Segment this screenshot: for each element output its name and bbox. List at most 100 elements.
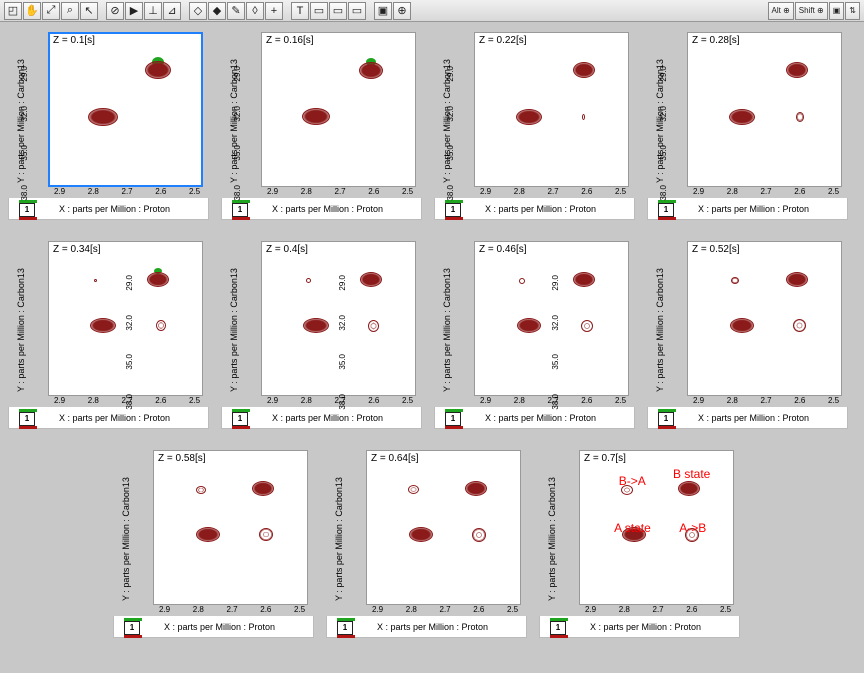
- toolbar-btn-14[interactable]: ◊: [246, 2, 264, 20]
- contour-peak: [306, 278, 311, 283]
- contour-peak: [573, 272, 595, 287]
- x-tick: 2.6: [794, 396, 805, 405]
- toolbar-btn-23[interactable]: ⊕: [393, 2, 411, 20]
- spectrum-panel-0[interactable]: Y : parts per Million : Carbon13Z = 0.1[…: [8, 28, 209, 223]
- toolbar-btn-12[interactable]: ◆: [208, 2, 226, 20]
- toolbar-btn-19[interactable]: ▭: [329, 2, 347, 20]
- x-tick: 2.7: [122, 187, 133, 196]
- contour-peak: [303, 318, 329, 333]
- x-tick: 2.6: [368, 396, 379, 405]
- slice-index-box[interactable]: 1: [445, 412, 461, 426]
- y-tick: 38.0: [233, 185, 242, 374]
- x-tick: 2.7: [227, 605, 238, 614]
- spectrum-panel-7[interactable]: Y : parts per Million : Carbon13Z = 0.52…: [647, 237, 848, 432]
- toolbar-right-btn-2[interactable]: ▣: [829, 2, 845, 20]
- toolbar-btn-9[interactable]: ⊿: [163, 2, 181, 20]
- x-tick: 2.8: [301, 187, 312, 196]
- contour-peak: [519, 278, 525, 284]
- x-tick: 2.5: [189, 187, 200, 196]
- x-tick: 2.7: [335, 187, 346, 196]
- plot-area[interactable]: Z = 0.58[s]: [153, 450, 308, 605]
- toolbar-btn-4[interactable]: ↖: [80, 2, 98, 20]
- x-axis-label: X : parts per Million : Proton: [485, 413, 596, 423]
- spectrum-panel-6[interactable]: Y : parts per Million : Carbon13Z = 0.46…: [434, 237, 635, 432]
- spectrum-panel-10[interactable]: Y : parts per Million : Carbon13Z = 0.7[…: [539, 446, 740, 641]
- toolbar-btn-7[interactable]: ▶: [125, 2, 143, 20]
- toolbar-right-btn-3[interactable]: ⇅: [845, 2, 860, 20]
- x-axis-label: X : parts per Million : Proton: [590, 622, 701, 632]
- spectrum-panel-1[interactable]: Y : parts per Million : Carbon13Z = 0.16…: [221, 28, 422, 223]
- plot-area[interactable]: Z = 0.1[s]: [48, 32, 203, 187]
- axis-footer: 1 X : parts per Million : Proton: [539, 616, 740, 638]
- contour-peak: [581, 320, 593, 332]
- x-tick: 2.7: [440, 605, 451, 614]
- slice-index-box[interactable]: 1: [337, 621, 353, 635]
- contour-peak: [302, 108, 330, 125]
- spectrum-panel-4[interactable]: Y : parts per Million : Carbon13Z = 0.34…: [8, 237, 209, 432]
- annotation-label: A->B: [679, 521, 706, 535]
- x-tick: 2.6: [794, 187, 805, 196]
- contour-peak: [729, 109, 755, 125]
- z-label: Z = 0.7[s]: [584, 453, 626, 464]
- contour-peak: [156, 320, 166, 331]
- contour-peak: [90, 318, 116, 333]
- plot-area[interactable]: Z = 0.28[s]: [687, 32, 842, 187]
- x-axis-label: X : parts per Million : Proton: [272, 204, 383, 214]
- x-axis-label: X : parts per Million : Proton: [377, 622, 488, 632]
- toolbar-btn-3[interactable]: ⌕: [61, 2, 79, 20]
- slice-index-box[interactable]: 1: [19, 412, 35, 426]
- spectrum-panel-5[interactable]: Y : parts per Million : Carbon13Z = 0.4[…: [221, 237, 422, 432]
- toolbar-btn-20[interactable]: ▭: [348, 2, 366, 20]
- toolbar-btn-22[interactable]: ▣: [374, 2, 392, 20]
- toolbar-btn-15[interactable]: +: [265, 2, 283, 20]
- spectrum-panel-9[interactable]: Y : parts per Million : Carbon13Z = 0.64…: [326, 446, 527, 641]
- contour-peak: [582, 114, 585, 120]
- x-tick: 2.5: [507, 605, 518, 614]
- slice-index-box[interactable]: 1: [550, 621, 566, 635]
- x-tick: 2.9: [159, 605, 170, 614]
- contour-peak: [408, 485, 419, 494]
- toolbar-right-btn-0[interactable]: Alt ⊕: [768, 2, 794, 20]
- spectrum-panel-8[interactable]: Y : parts per Million : Carbon13Z = 0.58…: [113, 446, 314, 641]
- x-tick: 2.5: [615, 396, 626, 405]
- contour-peak: [517, 318, 541, 333]
- x-tick: 2.9: [480, 187, 491, 196]
- x-tick: 2.8: [727, 396, 738, 405]
- spectrum-panel-2[interactable]: Y : parts per Million : Carbon13Z = 0.22…: [434, 28, 635, 223]
- contour-peak: [796, 112, 804, 122]
- x-tick: 2.9: [372, 605, 383, 614]
- axis-footer: 1X : parts per Million : Proton: [434, 198, 635, 220]
- spectrum-panel-3[interactable]: Y : parts per Million : Carbon13Z = 0.28…: [647, 28, 848, 223]
- x-tick: 2.9: [267, 396, 278, 405]
- x-tick: 2.9: [267, 187, 278, 196]
- y-tick: 38.0: [659, 185, 668, 374]
- z-label: Z = 0.46[s]: [479, 244, 527, 255]
- toolbar-btn-18[interactable]: ▭: [310, 2, 328, 20]
- toolbar-btn-11[interactable]: ◇: [189, 2, 207, 20]
- axis-footer: 1X : parts per Million : Proton: [221, 198, 422, 220]
- plot-area[interactable]: Z = 0.64[s]: [366, 450, 521, 605]
- z-label: Z = 0.16[s]: [266, 35, 314, 46]
- x-tick: 2.5: [828, 187, 839, 196]
- contour-peak: [259, 528, 273, 541]
- toolbar-right-btn-1[interactable]: Shift ⊕: [795, 2, 828, 20]
- contour-peak: [88, 108, 118, 126]
- x-tick: 2.8: [88, 396, 99, 405]
- contour-peak: [786, 62, 808, 78]
- plot-area[interactable]: Z = 0.16[s]: [261, 32, 416, 187]
- x-tick: 2.9: [693, 396, 704, 405]
- x-tick: 2.6: [155, 187, 166, 196]
- slice-index-box[interactable]: 1: [232, 412, 248, 426]
- contour-peak: [731, 277, 739, 284]
- plot-area[interactable]: Z = 0.52[s]: [687, 241, 842, 396]
- toolbar-btn-6[interactable]: ⊘: [106, 2, 124, 20]
- toolbar-btn-2[interactable]: ⤢: [42, 2, 60, 20]
- slice-index-box[interactable]: 1: [124, 621, 140, 635]
- toolbar-btn-17[interactable]: T: [291, 2, 309, 20]
- slice-index-box[interactable]: 1: [658, 412, 674, 426]
- contour-peak: [793, 319, 806, 332]
- plot-area[interactable]: Z = 0.22[s]: [474, 32, 629, 187]
- x-tick: 2.5: [294, 605, 305, 614]
- plot-area[interactable]: Z = 0.7[s]B->AB stateA stateA->B: [579, 450, 734, 605]
- toolbar-btn-8[interactable]: ⊥: [144, 2, 162, 20]
